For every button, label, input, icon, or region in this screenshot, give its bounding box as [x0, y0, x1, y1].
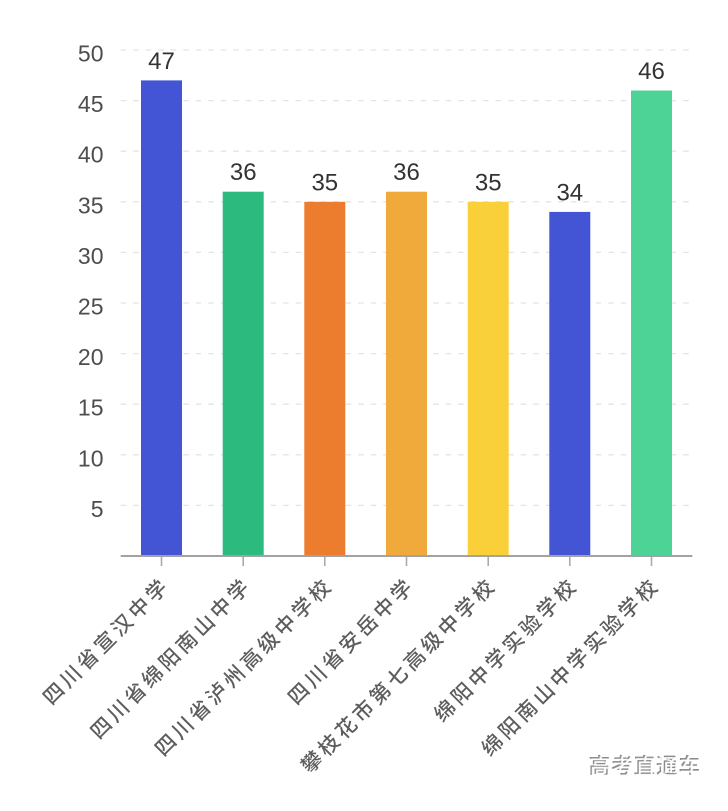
- svg-text:36: 36: [230, 159, 257, 186]
- svg-text:47: 47: [148, 48, 175, 75]
- svg-text:35: 35: [311, 169, 338, 196]
- svg-text:5: 5: [91, 496, 104, 522]
- svg-text:25: 25: [78, 294, 104, 320]
- svg-text:36: 36: [393, 159, 420, 186]
- svg-text:46: 46: [638, 58, 665, 85]
- svg-text:15: 15: [78, 395, 104, 421]
- svg-text:45: 45: [78, 91, 104, 117]
- svg-text:40: 40: [78, 142, 104, 168]
- svg-text:20: 20: [78, 344, 104, 370]
- svg-text:10: 10: [78, 445, 104, 471]
- svg-text:35: 35: [78, 192, 104, 218]
- svg-text:30: 30: [78, 243, 104, 269]
- svg-text:34: 34: [556, 179, 583, 206]
- svg-text:35: 35: [475, 169, 502, 196]
- svg-text:50: 50: [78, 41, 104, 67]
